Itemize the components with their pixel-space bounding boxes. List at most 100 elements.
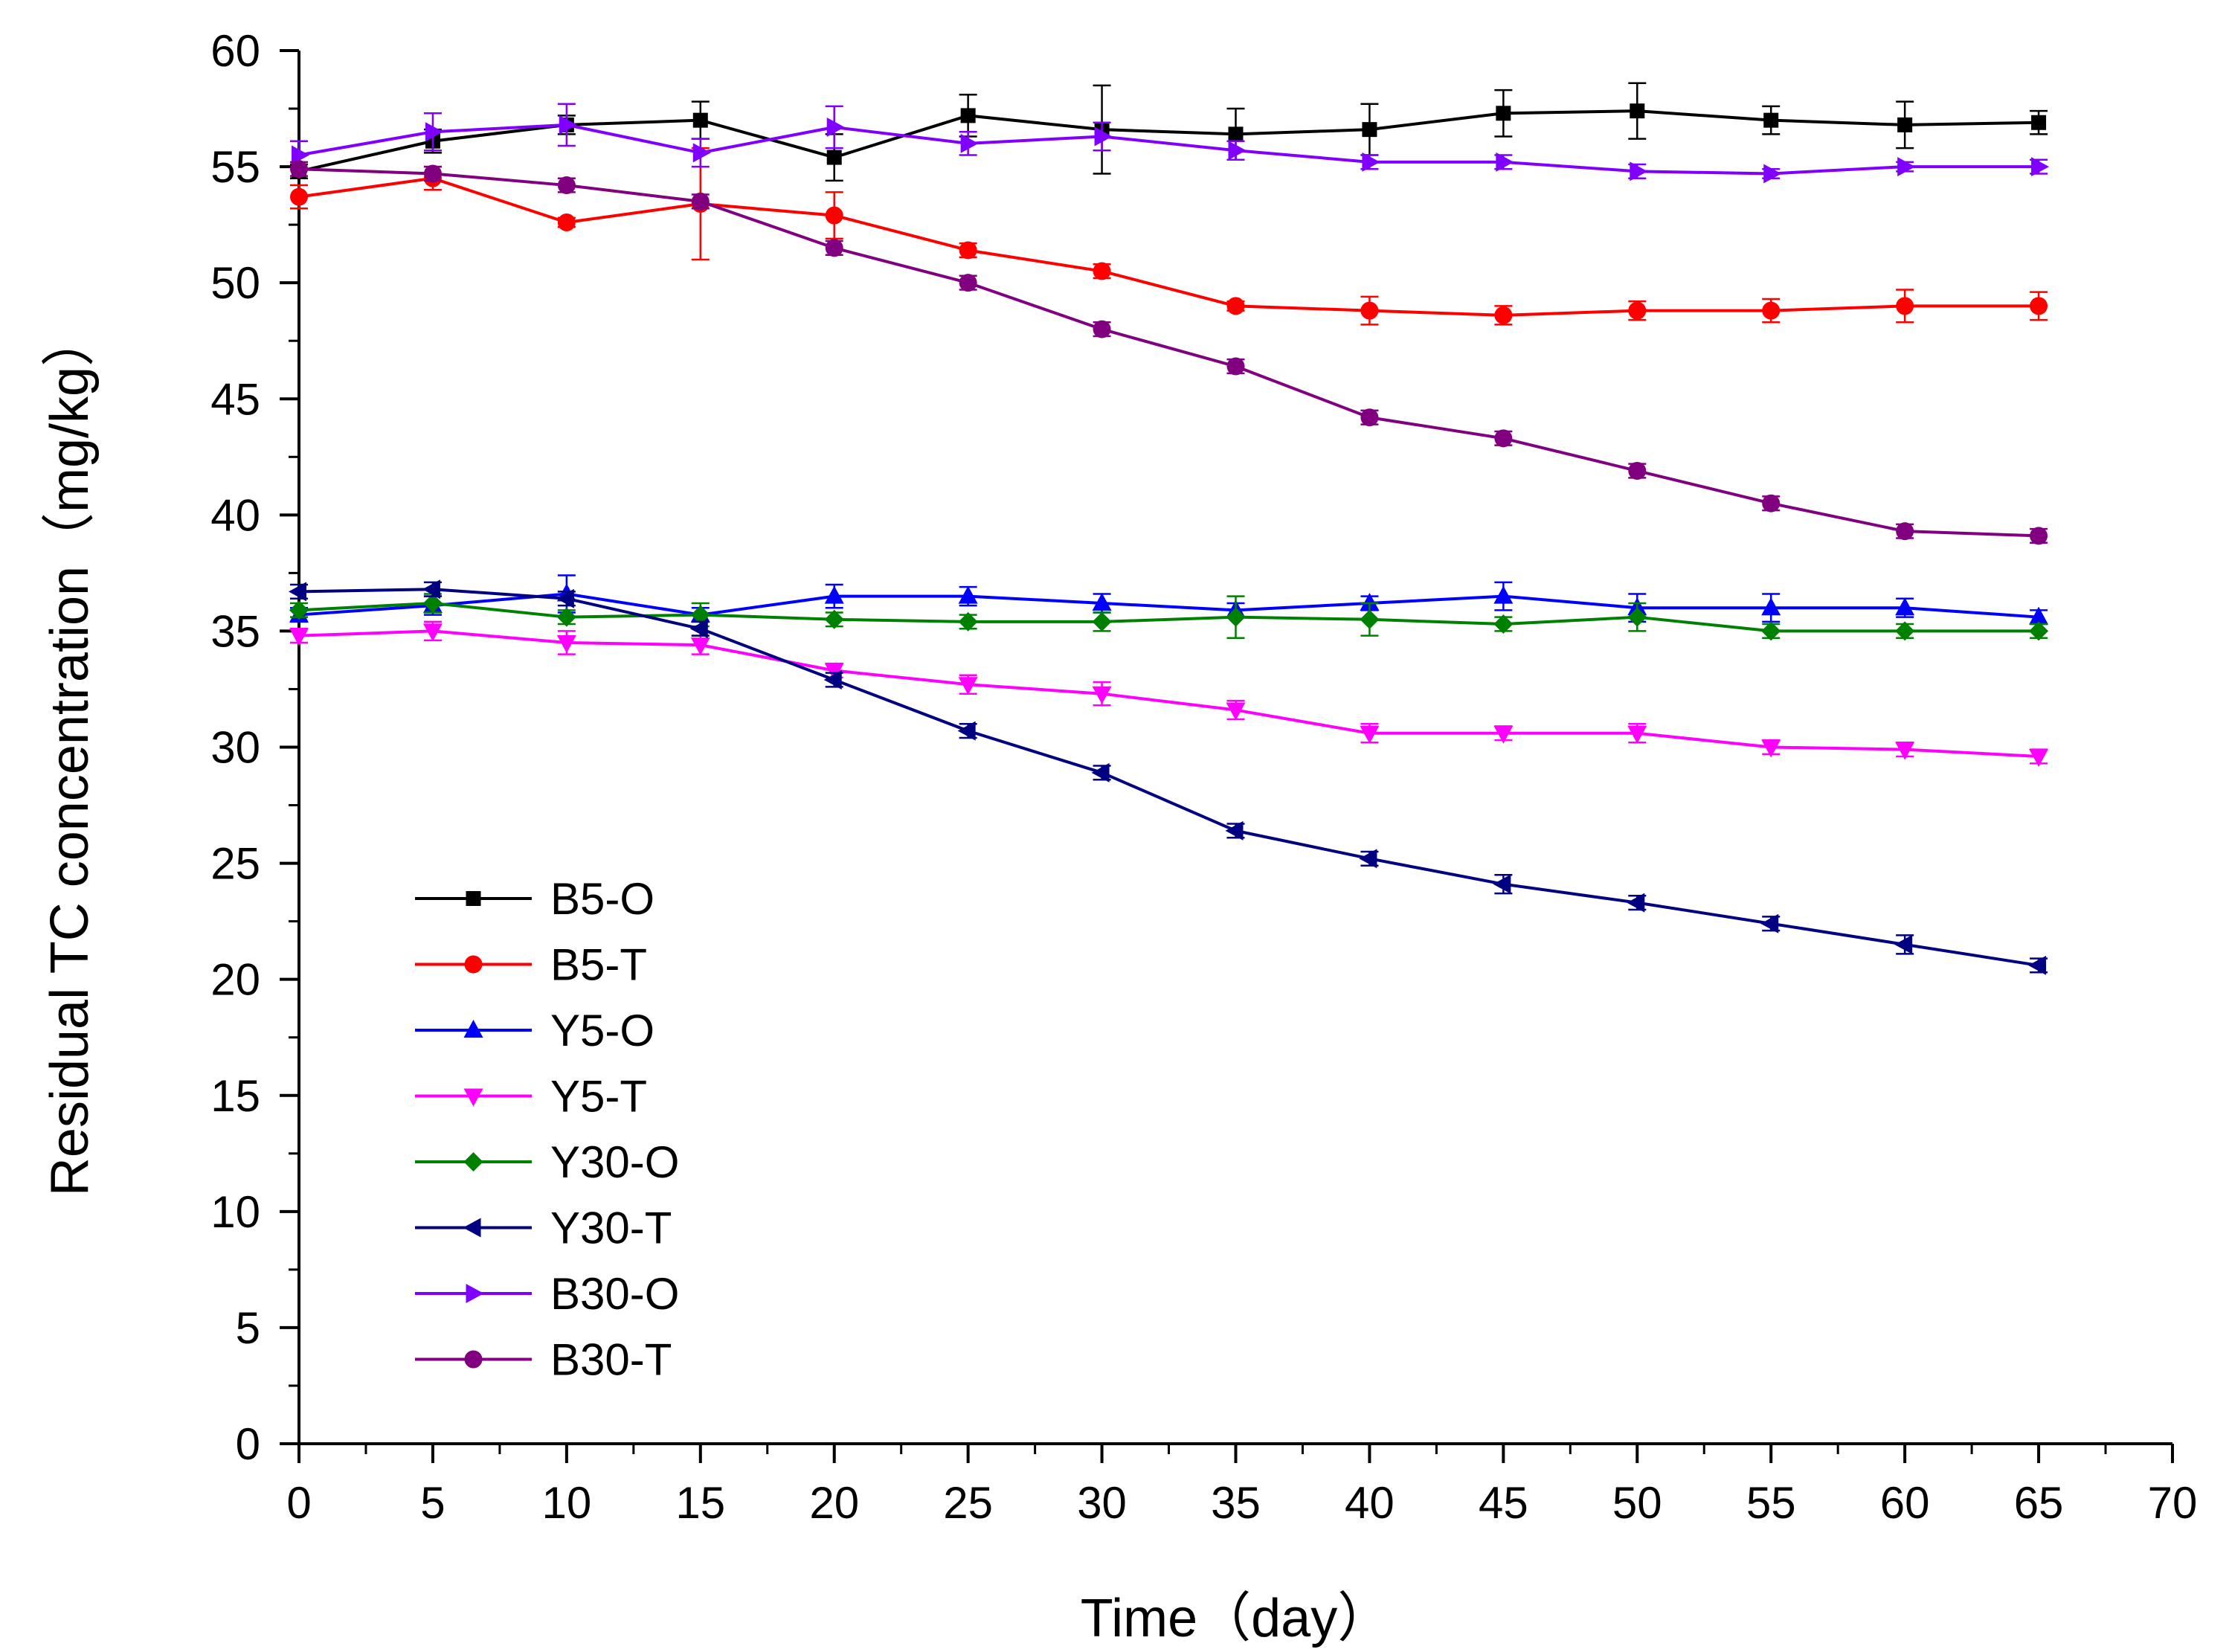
data-point: [557, 213, 576, 232]
x-tick-label: 15: [675, 1478, 725, 1528]
x-tick-label: 30: [1077, 1478, 1127, 1528]
data-point: [825, 239, 843, 257]
data-point: [290, 160, 308, 179]
data-point: [1228, 141, 1247, 161]
x-tick-label: 55: [1746, 1478, 1796, 1528]
series-b30-t: [290, 160, 2048, 545]
series-line: [298, 167, 2039, 538]
data-point: [2031, 157, 2050, 177]
data-point: [1895, 621, 1915, 641]
data-point: [425, 122, 443, 142]
legend-marker: [463, 1152, 483, 1171]
y-tick-label: 35: [210, 606, 260, 656]
data-point: [1763, 164, 1782, 184]
legend-item-b30-o: B30-O: [415, 1269, 679, 1319]
data-point: [1360, 301, 1379, 320]
x-tick-label: 65: [2014, 1478, 2064, 1528]
x-tick-label: 40: [1345, 1478, 1395, 1528]
series-layer: [289, 82, 2050, 975]
data-point: [825, 206, 843, 225]
data-point: [422, 623, 443, 642]
data-point: [1896, 297, 1914, 315]
series-line: [298, 592, 2039, 619]
data-point: [289, 600, 309, 620]
legend-item-b30-t: B30-T: [415, 1335, 672, 1385]
data-point: [1630, 161, 1648, 181]
data-point: [292, 145, 309, 165]
data-point: [1092, 611, 1112, 631]
data-point: [1228, 126, 1244, 142]
data-point: [1628, 301, 1647, 320]
data-point: [1895, 742, 1915, 760]
x-tick-label: 20: [809, 1478, 859, 1528]
data-point: [1762, 494, 1781, 512]
data-point: [1493, 585, 1514, 604]
data-point: [1225, 820, 1244, 841]
series-b5-o: [290, 82, 2048, 182]
data-point: [1761, 621, 1781, 641]
data-point: [422, 593, 443, 613]
data-point: [2028, 955, 2047, 975]
legend-item-y30-t: Y30-T: [415, 1203, 672, 1253]
data-point: [1360, 609, 1380, 629]
data-point: [823, 669, 842, 690]
y-tick-label: 50: [210, 258, 260, 308]
data-point: [1494, 429, 1513, 448]
data-point: [557, 176, 576, 195]
data-point: [1226, 297, 1245, 315]
series-line: [298, 123, 2039, 176]
data-point: [422, 579, 440, 600]
data-point: [1226, 357, 1245, 376]
x-tick-label: 5: [420, 1478, 445, 1528]
data-point: [824, 609, 844, 629]
data-point: [1895, 597, 1915, 616]
y-tick-label: 25: [210, 839, 260, 889]
legend-label: Y5-T: [550, 1072, 647, 1122]
legend-marker: [463, 1020, 483, 1038]
data-point: [556, 635, 576, 654]
series-y30-t: [289, 579, 2048, 975]
y-tick-label: 30: [210, 723, 260, 773]
x-tick-label: 25: [943, 1478, 993, 1528]
data-point: [1897, 157, 1916, 177]
data-point: [290, 187, 308, 206]
legend-label: B30-O: [550, 1269, 679, 1319]
data-point: [960, 108, 976, 123]
data-point: [1628, 462, 1647, 481]
legend-marker: [463, 1088, 483, 1107]
data-point: [1092, 686, 1112, 704]
legend-item-y5-o: Y5-O: [415, 1006, 654, 1055]
data-point: [2030, 527, 2048, 545]
data-point: [2030, 297, 2048, 315]
data-point: [1761, 739, 1781, 758]
data-point: [556, 588, 574, 608]
data-point: [690, 605, 710, 625]
legend-item-y5-t: Y5-T: [415, 1072, 647, 1122]
data-point: [2029, 748, 2049, 767]
data-point: [691, 192, 710, 210]
data-point: [1760, 913, 1779, 933]
legend-item-b5-o: B5-O: [415, 874, 654, 924]
data-point: [1362, 122, 1377, 138]
data-point: [289, 582, 306, 602]
y-tick-label: 45: [210, 374, 260, 424]
data-point: [957, 721, 976, 741]
data-point: [692, 112, 708, 128]
data-point: [1093, 320, 1111, 338]
data-point: [1763, 112, 1779, 128]
data-point: [1360, 725, 1380, 744]
data-point: [1092, 592, 1112, 611]
data-point: [958, 611, 978, 631]
data-point: [556, 607, 576, 627]
series-line: [298, 109, 2039, 173]
data-point: [1894, 934, 1913, 954]
data-point: [559, 115, 577, 135]
data-point: [1627, 893, 1645, 913]
data-point: [1496, 152, 1514, 172]
legend-label: B5-T: [550, 940, 647, 990]
x-tick-label: 45: [1479, 1478, 1528, 1528]
series-b5-t: [290, 147, 2048, 326]
data-point: [289, 628, 309, 646]
data-point: [1496, 106, 1511, 121]
data-point: [1359, 849, 1377, 869]
